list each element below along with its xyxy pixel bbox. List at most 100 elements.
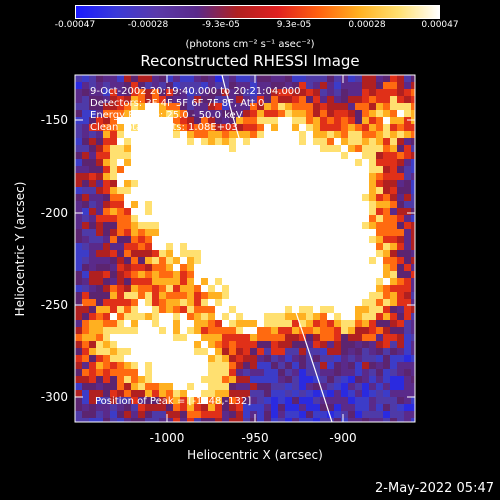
image-pixel [376,341,384,349]
image-pixel [138,236,146,244]
image-pixel [306,75,314,83]
image-pixel [299,117,307,125]
image-pixel [103,117,111,125]
image-pixel [166,131,174,139]
image-pixel [355,110,363,118]
image-pixel [166,383,174,391]
image-pixel [215,397,223,405]
image-pixel [145,411,153,419]
image-pixel [103,411,111,419]
image-pixel [264,334,272,342]
image-pixel [82,278,90,286]
image-pixel [82,131,90,139]
image-pixel [145,96,153,104]
image-pixel [124,201,132,209]
image-pixel [306,390,314,398]
image-pixel [355,89,363,97]
image-pixel [348,257,356,265]
image-pixel [327,383,335,391]
image-pixel [285,369,293,377]
image-pixel [159,96,167,104]
image-pixel [138,166,146,174]
image-pixel [180,411,188,419]
image-pixel [75,404,83,412]
image-pixel [285,404,293,412]
image-pixel [313,341,321,349]
image-pixel [292,229,300,237]
image-pixel [75,313,83,321]
image-pixel [376,362,384,370]
image-pixel [180,404,188,412]
image-pixel [124,180,132,188]
image-pixel [159,334,167,342]
image-pixel [285,397,293,405]
image-pixel [369,397,377,405]
image-pixel [369,327,377,335]
image-pixel [166,285,174,293]
image-pixel [369,117,377,125]
image-pixel [215,285,223,293]
image-pixel [264,194,272,202]
image-pixel [180,299,188,307]
image-pixel [397,75,405,83]
image-pixel [159,376,167,384]
image-pixel [411,201,415,209]
image-pixel [376,159,384,167]
image-pixel [404,292,412,300]
image-pixel [397,418,405,422]
image-pixel [271,404,279,412]
image-pixel [124,320,132,328]
image-pixel [397,369,405,377]
image-pixel [341,257,349,265]
image-pixel [152,75,160,83]
image-pixel [89,124,97,132]
image-pixel [320,180,328,188]
image-pixel [82,166,90,174]
image-pixel [194,271,202,279]
image-pixel [152,327,160,335]
image-pixel [278,355,286,363]
image-pixel [362,397,370,405]
image-pixel [278,264,286,272]
image-pixel [215,299,223,307]
image-pixel [194,110,202,118]
image-pixel [145,306,153,314]
image-pixel [250,166,258,174]
image-pixel [131,250,139,258]
image-pixel [159,271,167,279]
image-pixel [166,264,174,272]
image-pixel [285,271,293,279]
image-pixel [271,278,279,286]
image-pixel [96,229,104,237]
image-pixel [404,194,412,202]
image-pixel [145,138,153,146]
image-pixel [194,257,202,265]
image-pixel [96,103,104,111]
image-pixel [222,159,230,167]
image-pixel [313,152,321,160]
image-pixel [187,369,195,377]
image-pixel [327,327,335,335]
image-pixel [138,131,146,139]
image-pixel [222,362,230,370]
image-pixel [292,187,300,195]
image-pixel [166,257,174,265]
image-pixel [334,299,342,307]
image-pixel [341,82,349,90]
image-pixel [362,250,370,258]
image-pixel [355,236,363,244]
image-pixel [327,201,335,209]
image-pixel [278,131,286,139]
image-pixel [103,243,111,251]
image-pixel [341,103,349,111]
image-pixel [397,194,405,202]
image-pixel [138,243,146,251]
image-pixel [355,229,363,237]
image-pixel [166,82,174,90]
image-pixel [306,152,314,160]
image-pixel [278,208,286,216]
image-pixel [82,222,90,230]
image-pixel [173,236,181,244]
image-pixel [243,222,251,230]
image-pixel [334,201,342,209]
